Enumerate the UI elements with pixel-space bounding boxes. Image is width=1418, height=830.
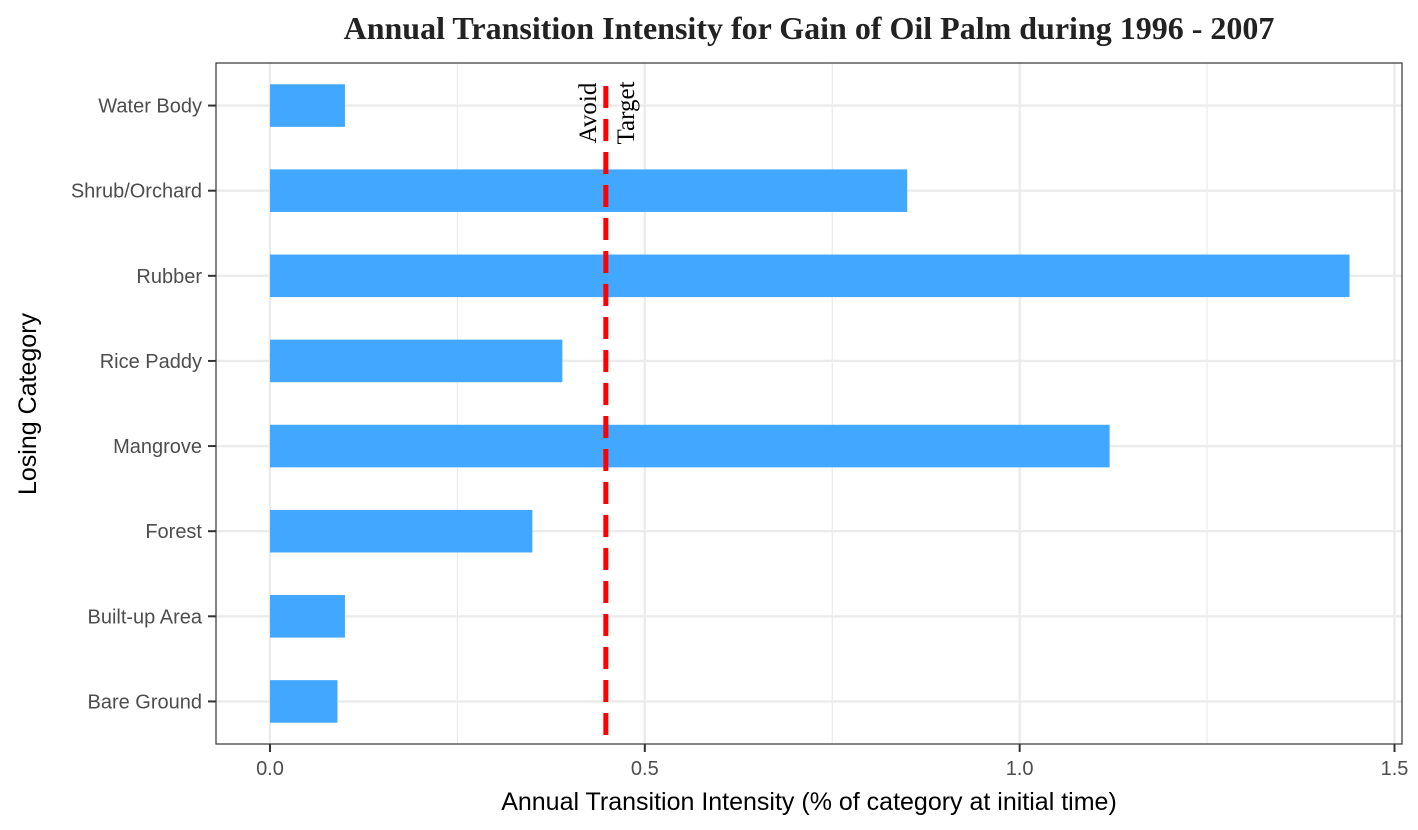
y-tick-label: Water Body xyxy=(98,96,202,118)
bar-bare-ground xyxy=(269,680,338,723)
bar-shrub-orchard xyxy=(269,169,908,212)
annotation-target: Target xyxy=(613,81,640,144)
bar-rubber xyxy=(269,254,1350,298)
y-tick-label: Forest xyxy=(145,521,202,543)
y-axis-title: Losing Category xyxy=(14,312,42,495)
x-tick-label: 1.5 xyxy=(1381,758,1409,780)
panel-border xyxy=(215,62,1403,745)
y-axis: Water Body Shrub/Orchard Rubber Rice Paddy M… xyxy=(71,96,216,713)
bar-mangrove xyxy=(269,424,1110,468)
bar-built-up-area xyxy=(269,595,345,638)
x-axis: 0.0 0.5 1.0 1.5 xyxy=(256,744,1408,780)
bars-layer xyxy=(269,84,1350,723)
y-tick-label: Rubber xyxy=(136,266,202,288)
annotation-avoid: Avoid xyxy=(575,82,602,143)
chart-title: Annual Transition Intensity for Gain of … xyxy=(344,10,1275,46)
y-tick-label: Rice Paddy xyxy=(100,351,202,373)
x-tick-label: 0.5 xyxy=(631,758,659,780)
reference-line-layer: Avoid Target xyxy=(575,81,640,744)
y-tick-label: Built-up Area xyxy=(87,606,202,628)
bar-forest xyxy=(269,509,533,553)
bar-rice-paddy xyxy=(269,339,563,383)
x-tick-label: 1.0 xyxy=(1006,758,1034,780)
y-tick-label: Bare Ground xyxy=(87,691,202,713)
y-tick-label: Mangrove xyxy=(113,436,202,458)
bar-water-body xyxy=(269,84,345,127)
grid-layer xyxy=(216,63,1402,744)
x-tick-label: 0.0 xyxy=(256,758,284,780)
y-tick-label: Shrub/Orchard xyxy=(71,181,202,203)
x-axis-title: Annual Transition Intensity (% of catego… xyxy=(501,788,1117,816)
